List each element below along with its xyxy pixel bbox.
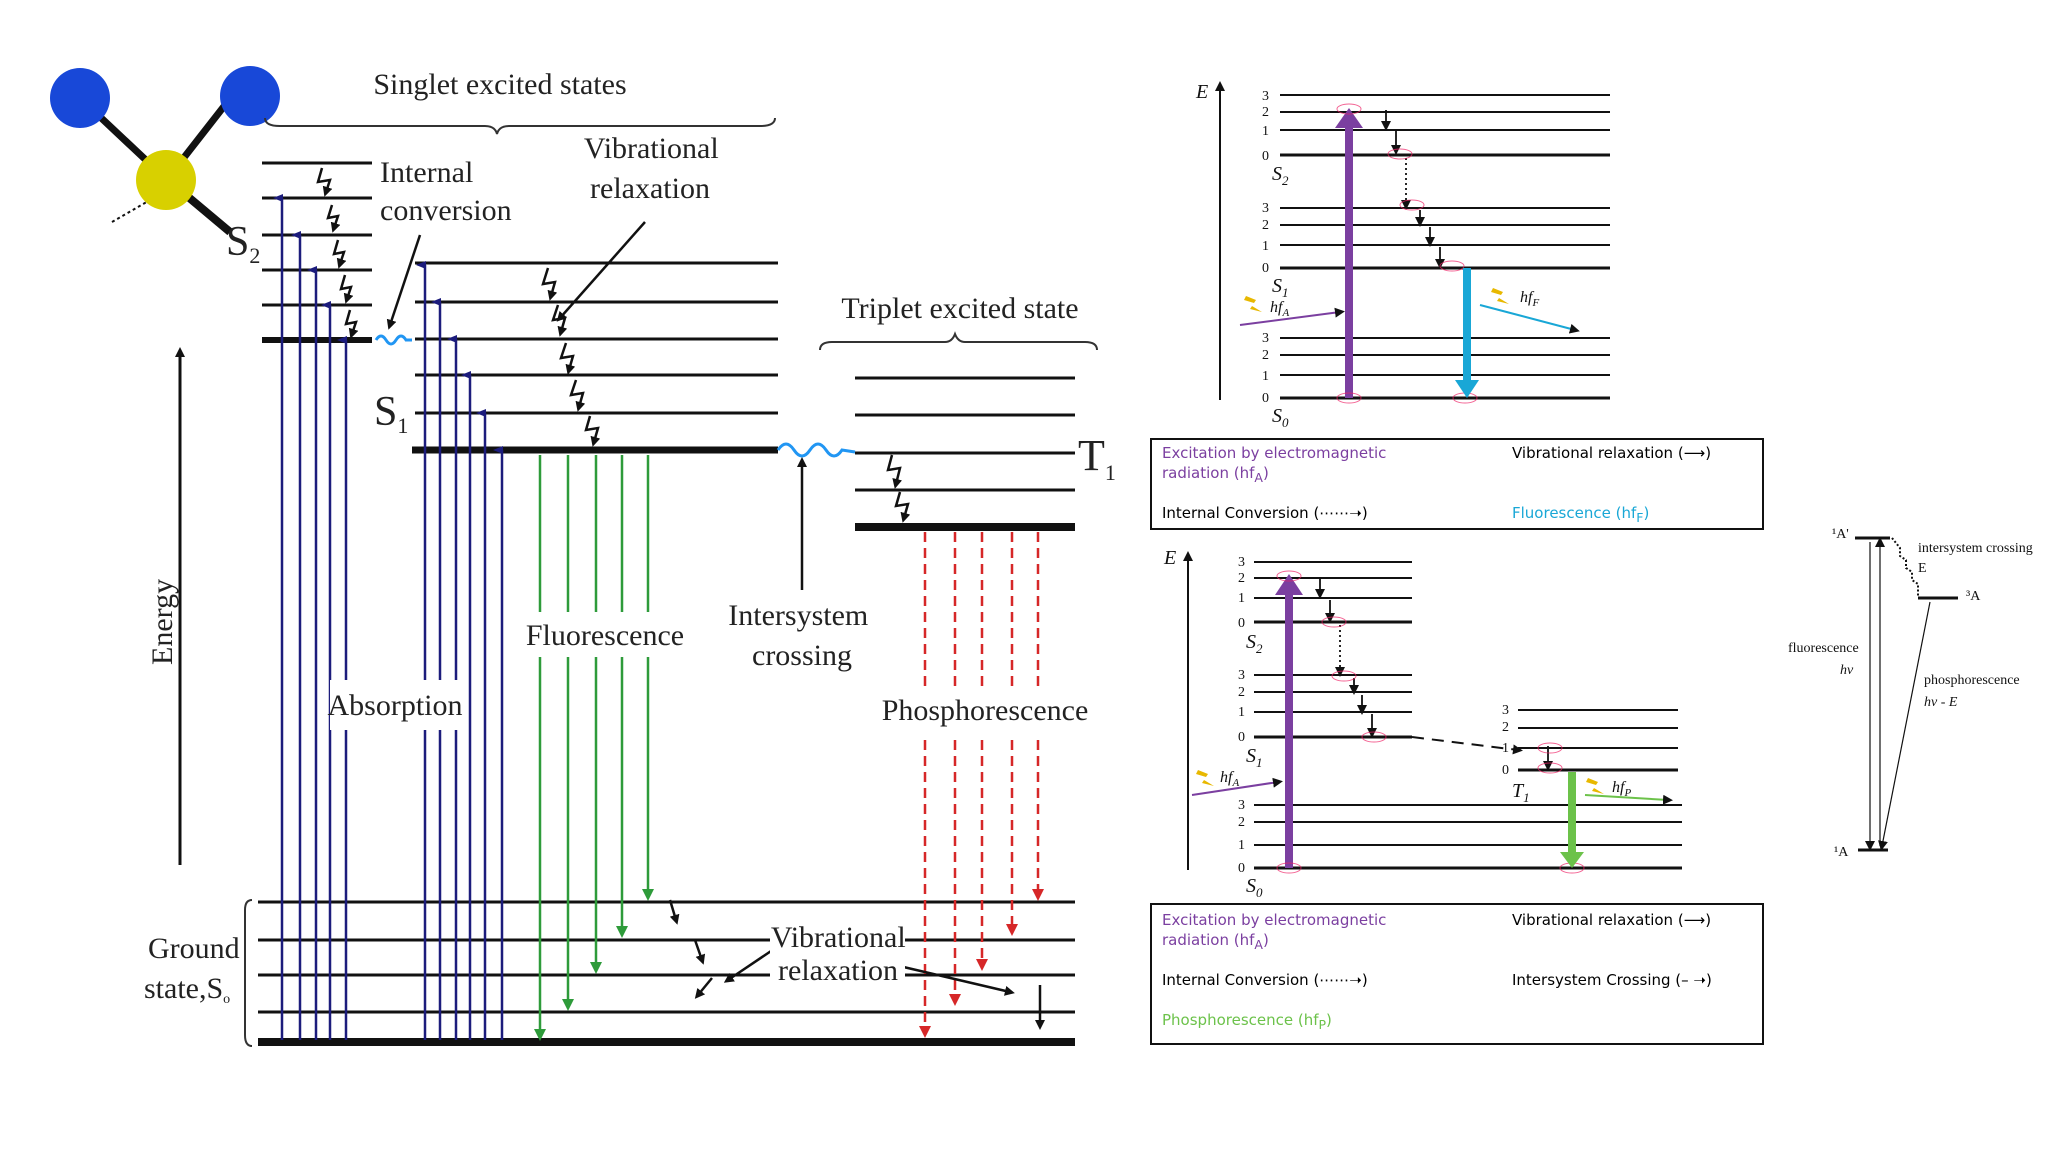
ground-label: Ground state,So <box>144 932 247 1007</box>
energy-axis-label: E <box>1163 547 1176 569</box>
legend-excitation-line2: radiation (hfA) <box>1162 464 1269 485</box>
lightning-icon <box>1491 288 1509 304</box>
phosphorescence-small-label: phosphorescence <box>1924 673 2020 688</box>
internal-conversion-wave <box>374 334 412 346</box>
level-label: 3 <box>1238 668 1245 683</box>
t-level-label: 2 <box>1502 720 1509 735</box>
triplet-small-label: ³A <box>1966 589 1981 604</box>
s1-state-label: S1 <box>1246 745 1263 770</box>
s0-state-label: S0 <box>1272 405 1289 430</box>
legend-fluorescence: Fluorescence (hfF) <box>1512 504 1650 525</box>
t1-label: T1 <box>1078 431 1116 485</box>
jablonski-diagram: Singlet excited states S2 S1 Triplet exc… <box>50 66 1116 1047</box>
level-label: 2 <box>1262 218 1269 233</box>
upper-singlet-label: ¹A' <box>1832 527 1849 542</box>
level-label: 3 <box>1238 555 1245 570</box>
ground-levels <box>258 900 1075 1046</box>
s0-state-label: S0 <box>1246 875 1263 900</box>
lightning-icon <box>1196 770 1214 786</box>
t-level-label: 3 <box>1502 703 1509 718</box>
legend-internal-conversion: Internal Conversion (⋯⋯➝) <box>1162 504 1368 522</box>
isc-small-label: intersystem crossing <box>1918 541 2033 556</box>
level-label: 2 <box>1262 105 1269 120</box>
level-label: 3 <box>1262 331 1269 346</box>
hfA-label: hfA <box>1270 299 1289 319</box>
fluorescence-arrows <box>534 455 654 1041</box>
legend-internal-conversion: Internal Conversion (⋯⋯➝) <box>1162 971 1368 989</box>
level-label: 0 <box>1238 616 1245 631</box>
vibrational-relaxation-top-label: Vibrational relaxation <box>584 132 726 205</box>
vibrational-relaxation-bottom-label: Vibrational relaxation <box>771 921 913 987</box>
t1-levels <box>855 376 1075 531</box>
level-label: 2 <box>1238 815 1245 830</box>
t1-state-label: T1 <box>1512 780 1530 805</box>
level-label: 3 <box>1262 201 1269 216</box>
absorption-arrows <box>273 194 504 1040</box>
s1-label: S1 <box>374 389 408 438</box>
level-label: 0 <box>1238 730 1245 745</box>
intersystem-crossing-label: Intersystem crossing <box>728 599 875 672</box>
legend-intersystem-crossing: Intersystem Crossing (– ➝) <box>1512 971 1712 989</box>
energy-axis-label: E <box>1195 81 1208 103</box>
level-label: 1 <box>1238 705 1245 720</box>
level-label: 0 <box>1262 391 1269 406</box>
legend-excitation: Excitation by electromagnetic <box>1162 444 1387 462</box>
fluorescence-label: Fluorescence <box>526 619 684 652</box>
molecule-icon <box>50 66 280 236</box>
hvE-small-label: hν - E <box>1924 695 1958 710</box>
level-label: 2 <box>1238 685 1245 700</box>
lower-singlet-label: ¹A <box>1834 845 1849 860</box>
hfP-label: hfP <box>1612 779 1631 799</box>
hfF-label: hfF <box>1520 289 1539 309</box>
level-label: 2 <box>1238 571 1245 586</box>
level-label: 3 <box>1262 89 1269 104</box>
level-label: 1 <box>1262 124 1269 139</box>
phosphorescence-label: Phosphorescence <box>882 694 1089 727</box>
level-label: 0 <box>1262 149 1269 164</box>
level-label: 0 <box>1262 261 1269 276</box>
lightning-icon <box>1244 296 1262 312</box>
legend-vibrational: Vibrational relaxation (⟶) <box>1512 444 1712 462</box>
s2-state-label: S2 <box>1272 163 1289 188</box>
level-label: 1 <box>1262 369 1269 384</box>
legend-bottom: Excitation by electromagnetic radiation … <box>1150 903 1764 1045</box>
fluorescence-small-label: fluorescence <box>1788 641 1859 656</box>
hv-small-label: hν <box>1840 663 1854 678</box>
internal-conversion-label: Internal conversion <box>380 156 512 227</box>
level-label: 2 <box>1262 348 1269 363</box>
legend-top: Excitation by electromagnetic radiation … <box>1150 438 1764 530</box>
singlet-label: Singlet excited states <box>373 68 626 101</box>
level-label: 1 <box>1262 239 1269 254</box>
phosphorescence-arrows <box>919 532 1044 1038</box>
t-level-label: 0 <box>1502 763 1509 778</box>
hfA-label: hfA <box>1220 769 1239 789</box>
s1-vibrational-arrows <box>541 267 601 447</box>
legend-phosphorescence: Phosphorescence (hfP) <box>1162 1011 1332 1032</box>
s1-state-label: S1 <box>1272 275 1289 300</box>
level-label: 3 <box>1238 798 1245 813</box>
intersystem-crossing-wave <box>776 442 856 458</box>
absorption-label: Absorption <box>328 689 463 722</box>
lightning-icon <box>1586 778 1604 794</box>
s2-label: S2 <box>226 219 260 268</box>
level-label: 0 <box>1238 861 1245 876</box>
t-level-label: 1 <box>1502 741 1509 756</box>
phosphorescence-energy-diagram: E 3 2 1 0 3 2 1 0 <box>1163 547 1682 900</box>
isc-energy-label: E <box>1918 561 1927 576</box>
legend-excitation: Excitation by electromagnetic <box>1162 911 1387 929</box>
fluorescence-energy-diagram: E 3 2 1 0 3 2 1 0 3 2 1 0 <box>1195 81 1610 430</box>
energy-label: Energy <box>146 579 179 665</box>
legend-vibrational: Vibrational relaxation (⟶) <box>1512 911 1712 929</box>
legend-excitation-line2: radiation (hfA) <box>1162 931 1269 952</box>
s1-levels <box>412 261 778 454</box>
level-label: 1 <box>1238 838 1245 853</box>
level-label: 1 <box>1238 591 1245 606</box>
triplet-label: Triplet excited state <box>841 292 1078 325</box>
t1-vibrational-arrows <box>886 454 911 523</box>
simple-energy-diagram: ¹A' intersystem crossing E ³A fluorescen… <box>1788 527 2033 860</box>
s2-state-label: S2 <box>1246 631 1263 656</box>
s2-vibrational-arrows <box>316 167 359 339</box>
